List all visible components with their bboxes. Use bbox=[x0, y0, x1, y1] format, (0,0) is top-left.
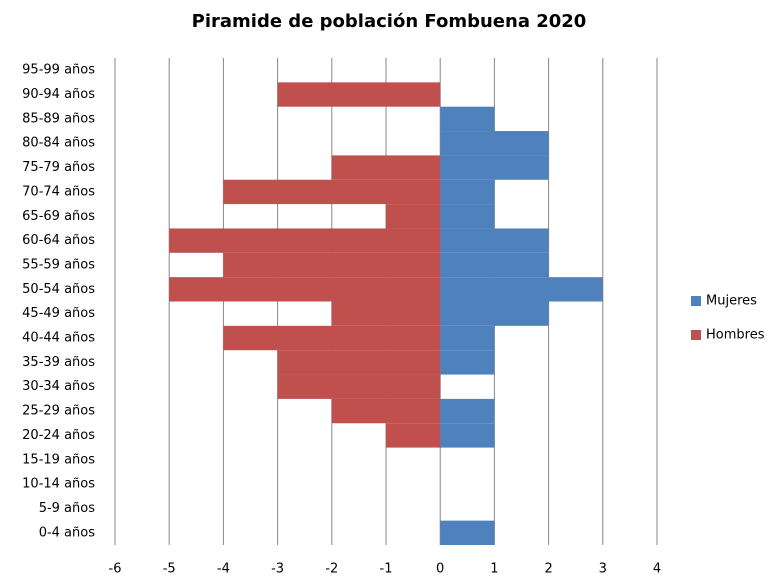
bar bbox=[277, 374, 441, 399]
legend-swatch bbox=[691, 296, 701, 306]
bar bbox=[440, 301, 549, 326]
bar bbox=[440, 350, 495, 375]
bar bbox=[331, 398, 441, 424]
y-tick-label: 45-49 años bbox=[22, 306, 95, 321]
bar bbox=[440, 131, 549, 156]
y-tick-label: 95-99 años bbox=[22, 63, 95, 78]
y-tick-label: 0-4 años bbox=[39, 525, 96, 540]
y-tick-label: 65-69 años bbox=[22, 209, 95, 224]
y-tick-label: 85-89 años bbox=[22, 111, 95, 126]
bar bbox=[386, 423, 441, 448]
chart-title: Piramide de población Fombuena 2020 bbox=[192, 11, 587, 32]
y-tick-label: 40-44 años bbox=[22, 331, 95, 346]
bar bbox=[223, 325, 441, 351]
legend-label: Hombres bbox=[706, 328, 765, 343]
y-tick-label: 55-59 años bbox=[22, 257, 95, 272]
bar bbox=[331, 155, 441, 180]
bar bbox=[440, 398, 495, 424]
x-tick-label: -4 bbox=[217, 562, 230, 577]
bar bbox=[440, 106, 495, 132]
y-tick-label: 60-64 años bbox=[22, 233, 95, 248]
x-tick-label: -1 bbox=[380, 562, 393, 577]
bar bbox=[331, 301, 441, 326]
x-tick-label: -5 bbox=[163, 562, 176, 577]
y-tick-label: 30-34 años bbox=[22, 379, 95, 394]
bar bbox=[440, 228, 549, 253]
bar bbox=[386, 204, 441, 229]
bar bbox=[277, 350, 441, 375]
x-tick-label: 3 bbox=[599, 562, 607, 577]
y-tick-label: 5-9 años bbox=[39, 501, 96, 516]
bar bbox=[440, 423, 495, 448]
y-tick-label: 35-39 años bbox=[22, 355, 95, 370]
bar bbox=[223, 179, 441, 205]
x-tick-label: 0 bbox=[436, 562, 444, 577]
bar bbox=[440, 179, 495, 205]
y-tick-label: 50-54 años bbox=[22, 282, 95, 297]
y-tick-label: 90-94 años bbox=[22, 87, 95, 102]
bar bbox=[169, 228, 441, 253]
bar bbox=[440, 204, 495, 229]
y-tick-label: 20-24 años bbox=[22, 428, 95, 443]
x-tick-label: -3 bbox=[271, 562, 284, 577]
y-tick-label: 80-84 años bbox=[22, 136, 95, 151]
y-tick-label: 25-29 años bbox=[22, 404, 95, 419]
bar bbox=[440, 252, 549, 278]
bar bbox=[223, 252, 441, 278]
bar bbox=[440, 325, 495, 351]
x-tick-label: -6 bbox=[109, 562, 122, 577]
y-tick-label: 75-79 años bbox=[22, 160, 95, 175]
x-tick-label: -2 bbox=[325, 562, 338, 577]
bar bbox=[440, 155, 549, 180]
legend-label: Mujeres bbox=[706, 294, 757, 309]
bar bbox=[440, 277, 603, 302]
x-tick-label: 4 bbox=[653, 562, 661, 577]
legend-swatch bbox=[691, 330, 701, 340]
bar bbox=[440, 520, 495, 545]
x-tick-label: 1 bbox=[490, 562, 498, 577]
x-tick-label: 2 bbox=[544, 562, 552, 577]
bar bbox=[277, 82, 441, 107]
y-tick-label: 70-74 años bbox=[22, 184, 95, 199]
y-tick-label: 10-14 años bbox=[22, 477, 95, 492]
bar bbox=[169, 277, 441, 302]
y-tick-label: 15-19 años bbox=[22, 452, 95, 467]
